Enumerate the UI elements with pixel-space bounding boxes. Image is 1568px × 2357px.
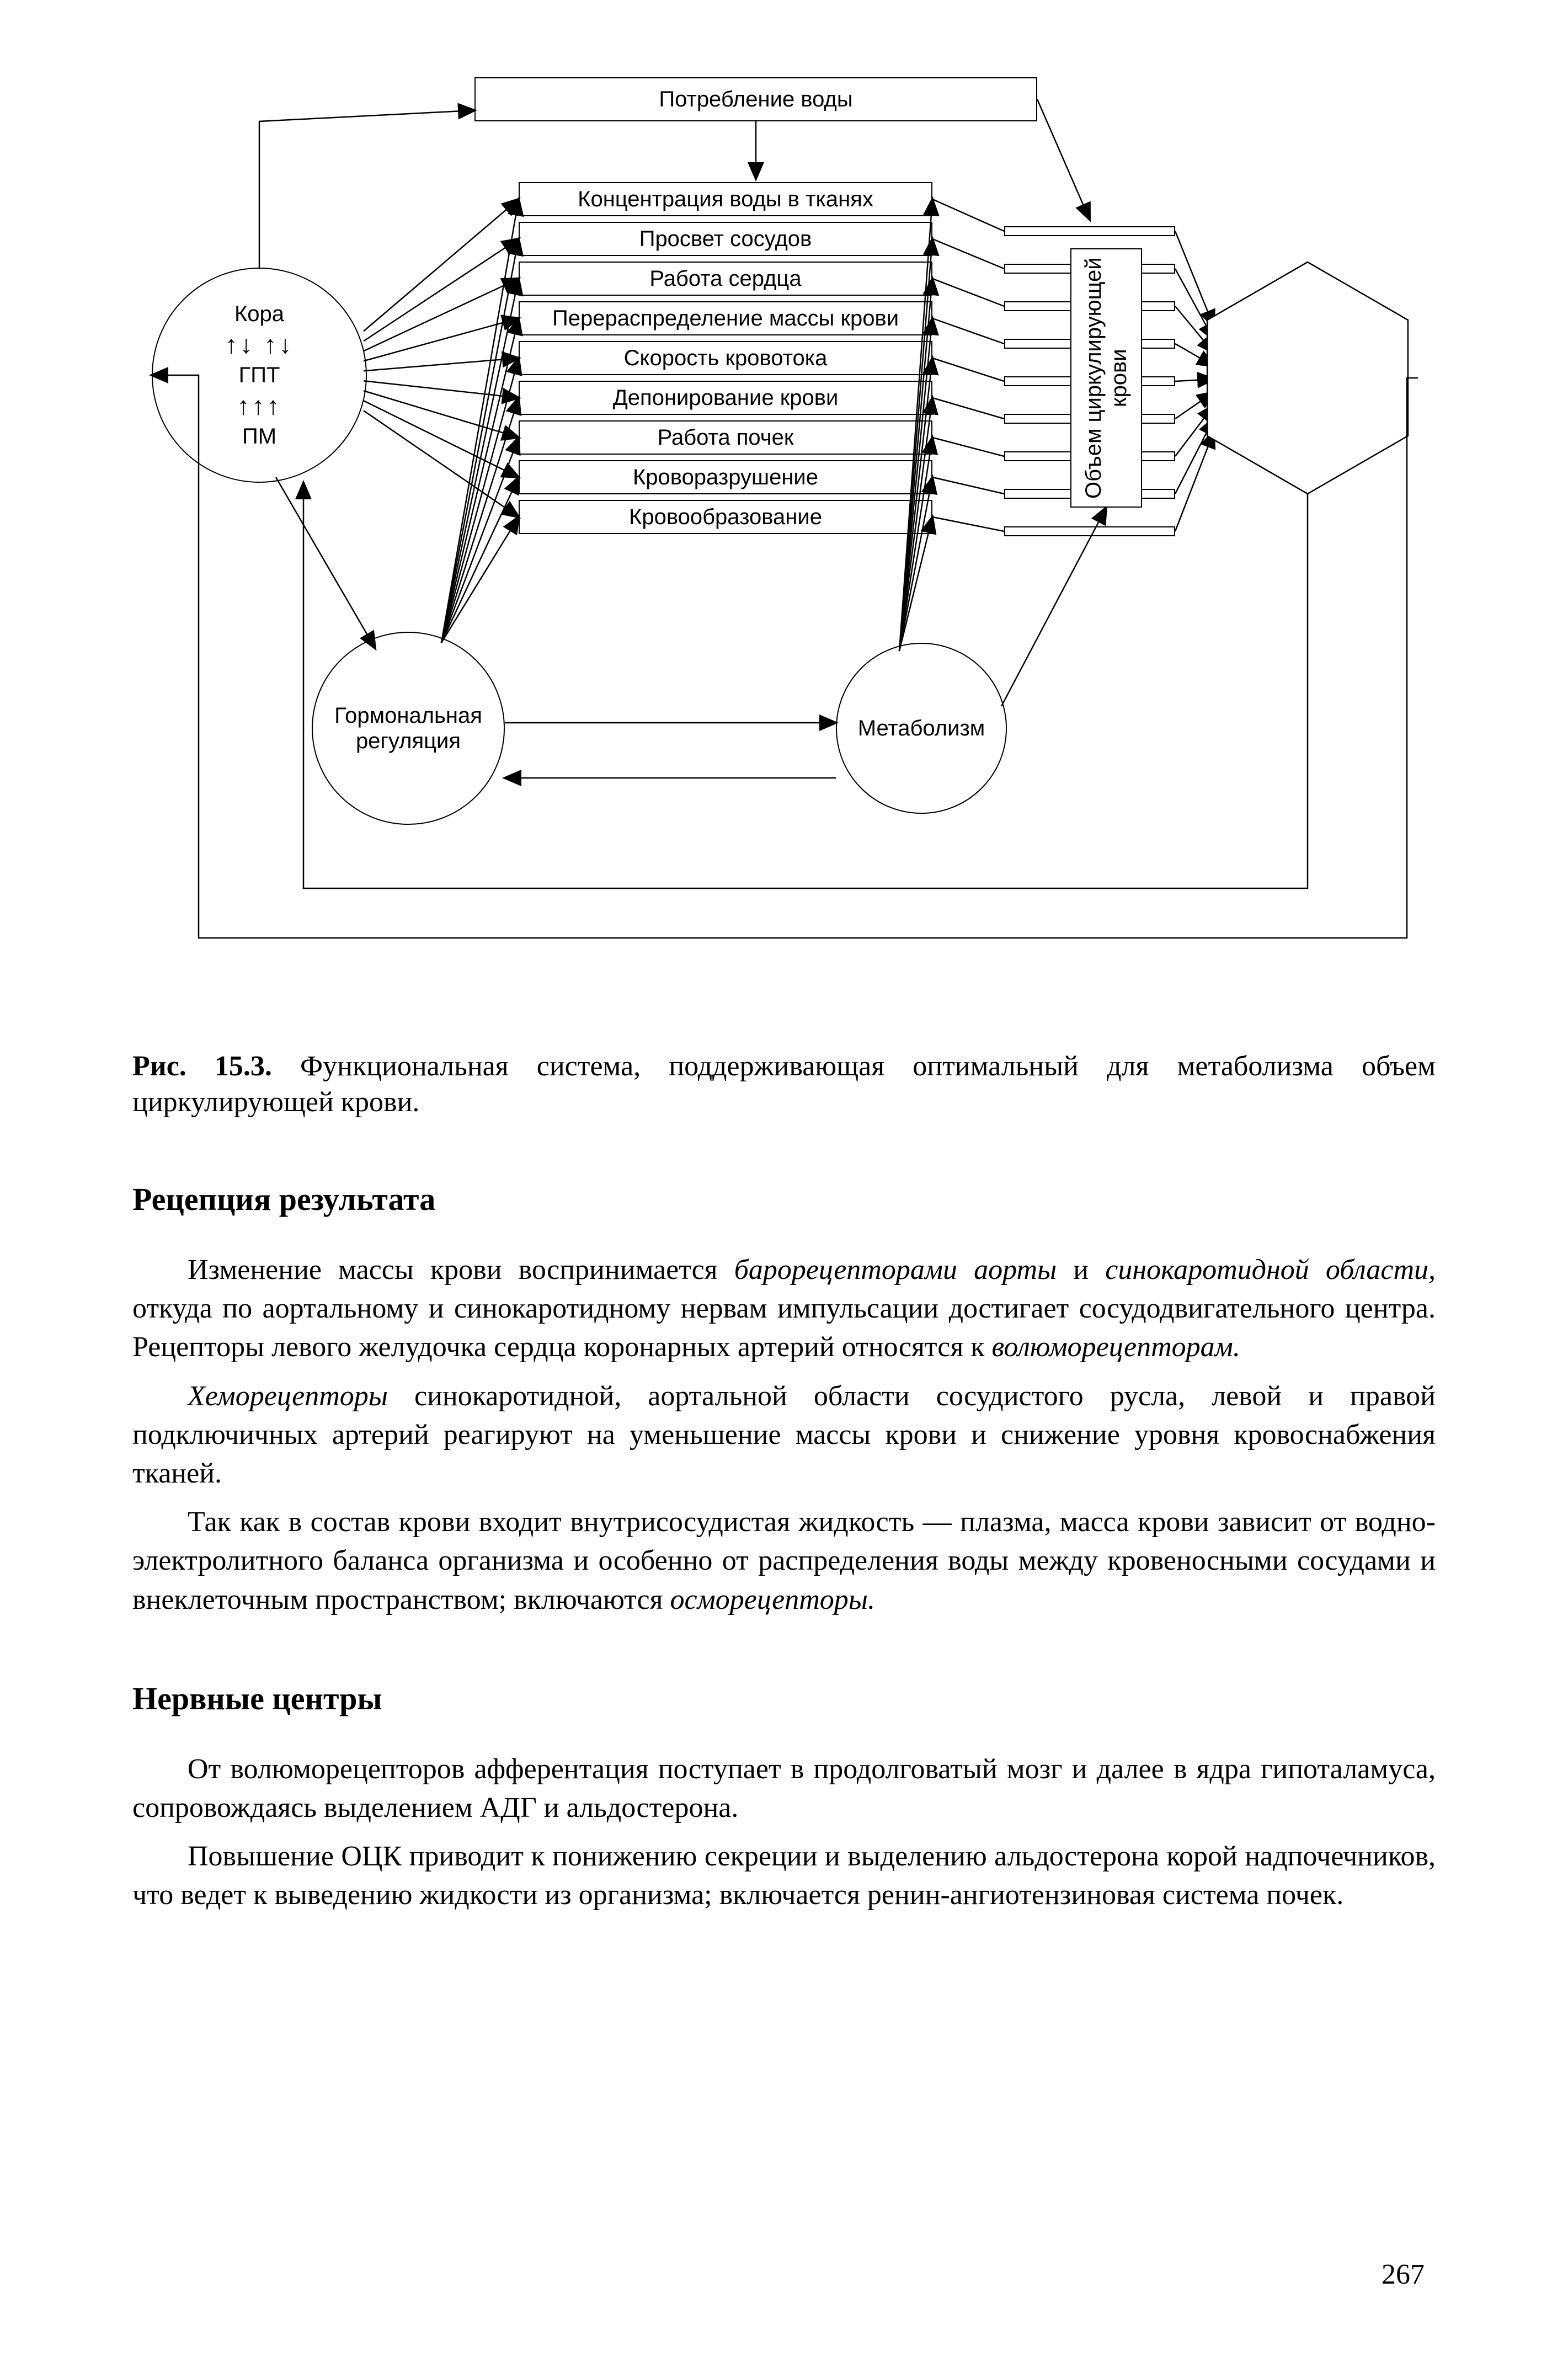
heading-nerve-centers: Нервные центры [132, 1680, 1436, 1717]
text-italic: Хеморецепторы [188, 1380, 388, 1412]
diagram-connectors [132, 66, 1436, 1015]
figure-diagram: Потребление водыКонцентрация воды в ткан… [132, 66, 1436, 1015]
node-blood-volume: Объем циркулирующей крови [1070, 248, 1142, 508]
page: Потребление водыКонцентрация воды в ткан… [0, 0, 1568, 2357]
para-s1-3: Так как в состав крови входит внутрисосу… [132, 1503, 1436, 1619]
figure-caption: Рис. 15.3. Функциональная система, подде… [132, 1048, 1436, 1120]
text-italic: барорецепторами аорты [734, 1254, 1057, 1286]
para-s1-1: Изменение массы крови воспринимается бар… [132, 1251, 1436, 1367]
page-number: 267 [1382, 2258, 1425, 2291]
text-italic: волюморецепторам. [992, 1331, 1240, 1363]
para-s2-2: Повышение ОЦК приводит к понижению секре… [132, 1837, 1436, 1915]
heading-reception: Рецепция результата [132, 1181, 1436, 1218]
text: Изменение массы крови воспринимается [188, 1254, 734, 1286]
caption-label: Рис. 15.3. [132, 1050, 272, 1082]
text-italic: осморецепторы. [670, 1584, 876, 1615]
para-s2-1: От волюморецепторов афферентация поступа… [132, 1750, 1436, 1827]
text-italic: синокаротидной области, [1105, 1254, 1436, 1286]
para-s1-2: Хеморецепторы синокаротидной, аортальной… [132, 1377, 1436, 1494]
text: и [1057, 1254, 1105, 1286]
caption-text: Функциональная система, поддерживающая о… [132, 1050, 1436, 1118]
